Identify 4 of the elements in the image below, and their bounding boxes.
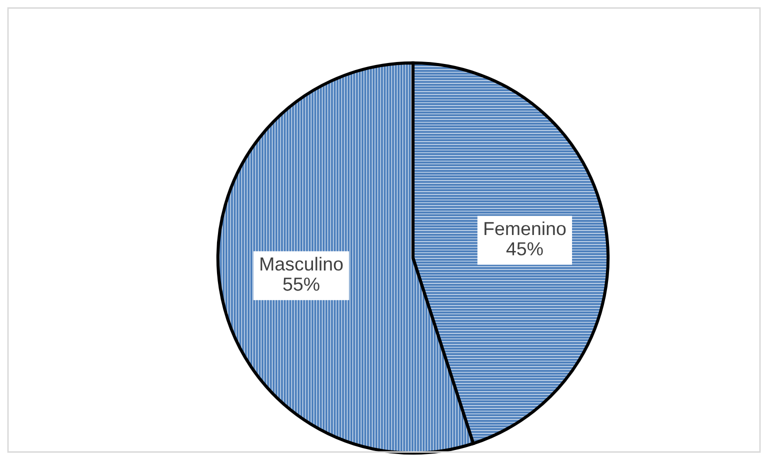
slice-label: Masculino bbox=[260, 256, 343, 271]
slice-label: Femenino bbox=[484, 221, 566, 236]
data-label: 45% bbox=[506, 242, 543, 256]
data-label: 55% bbox=[283, 278, 320, 291]
